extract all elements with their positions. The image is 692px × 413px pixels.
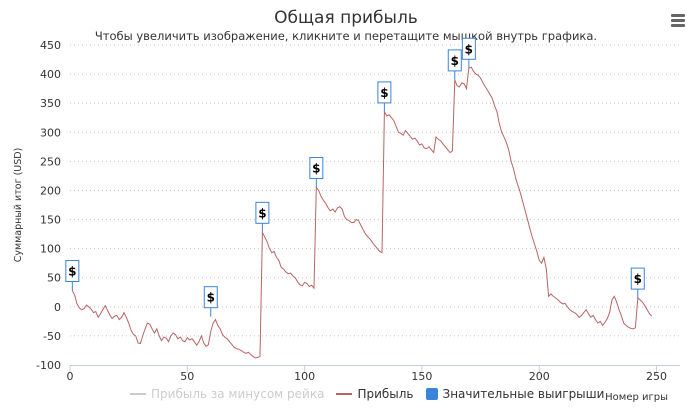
svg-text:$: $: [634, 272, 642, 286]
big-win-flag[interactable]: $: [447, 49, 462, 80]
big-win-flag[interactable]: $: [309, 157, 324, 188]
legend-line-rake: [130, 393, 146, 395]
y-tick-label: 400: [40, 68, 61, 81]
big-win-flag[interactable]: $: [461, 37, 476, 69]
x-tick-label: 250: [646, 370, 667, 383]
svg-text:$: $: [258, 206, 266, 220]
legend: Прибыль за минусом рейка Прибыль Значите…: [130, 387, 616, 401]
legend-item-rake[interactable]: Прибыль за минусом рейка: [130, 387, 324, 401]
y-tick-label: 450: [40, 39, 61, 52]
y-tick-label: 250: [40, 155, 61, 168]
y-tick-label: 300: [40, 126, 61, 139]
legend-box-big-wins: [425, 388, 438, 400]
y-tick-label: 50: [47, 272, 61, 285]
context-menu-icon[interactable]: [671, 14, 685, 27]
y-tick-label: 0: [54, 301, 61, 314]
series-line-profit: [71, 66, 653, 359]
svg-text:$: $: [68, 265, 76, 279]
x-tick-label: 200: [529, 370, 550, 383]
big-win-flag[interactable]: $: [255, 201, 270, 233]
legend-label-rake: Прибыль за минусом рейка: [151, 387, 325, 401]
y-tick-label: 150: [40, 214, 61, 227]
big-win-flag[interactable]: $: [630, 267, 645, 299]
y-tick-label: 200: [40, 184, 61, 197]
y-tick-label: -50: [43, 330, 61, 343]
x-tick-label: 50: [180, 370, 194, 383]
svg-text:$: $: [207, 291, 215, 305]
legend-label-profit: Прибыль: [357, 387, 414, 401]
svg-text:$: $: [380, 86, 388, 100]
y-tick-label: 350: [40, 97, 61, 110]
y-tick-label: -100: [36, 359, 61, 372]
legend-item-big-wins[interactable]: Значительные выигрыши: [425, 387, 605, 401]
legend-line-profit: [336, 393, 353, 395]
x-tick-label: 150: [411, 370, 432, 383]
svg-text:$: $: [465, 42, 473, 56]
legend-item-profit[interactable]: Прибыль: [336, 387, 414, 401]
y-tick-label: 100: [40, 243, 61, 256]
big-win-flag[interactable]: $: [65, 260, 80, 291]
svg-text:$: $: [451, 54, 459, 68]
x-axis-title: Номер игры: [605, 392, 668, 403]
big-win-flag[interactable]: $: [203, 286, 218, 317]
big-win-flag[interactable]: $: [377, 81, 392, 112]
legend-label-big-wins: Значительные выигрыши: [442, 387, 605, 401]
y-axis-title: Суммарный итог (USD): [13, 148, 24, 263]
x-tick-label: 0: [67, 370, 74, 383]
chart-title: Общая прибыль: [274, 8, 418, 28]
x-tick-label: 100: [294, 370, 315, 383]
svg-text:$: $: [312, 162, 320, 176]
